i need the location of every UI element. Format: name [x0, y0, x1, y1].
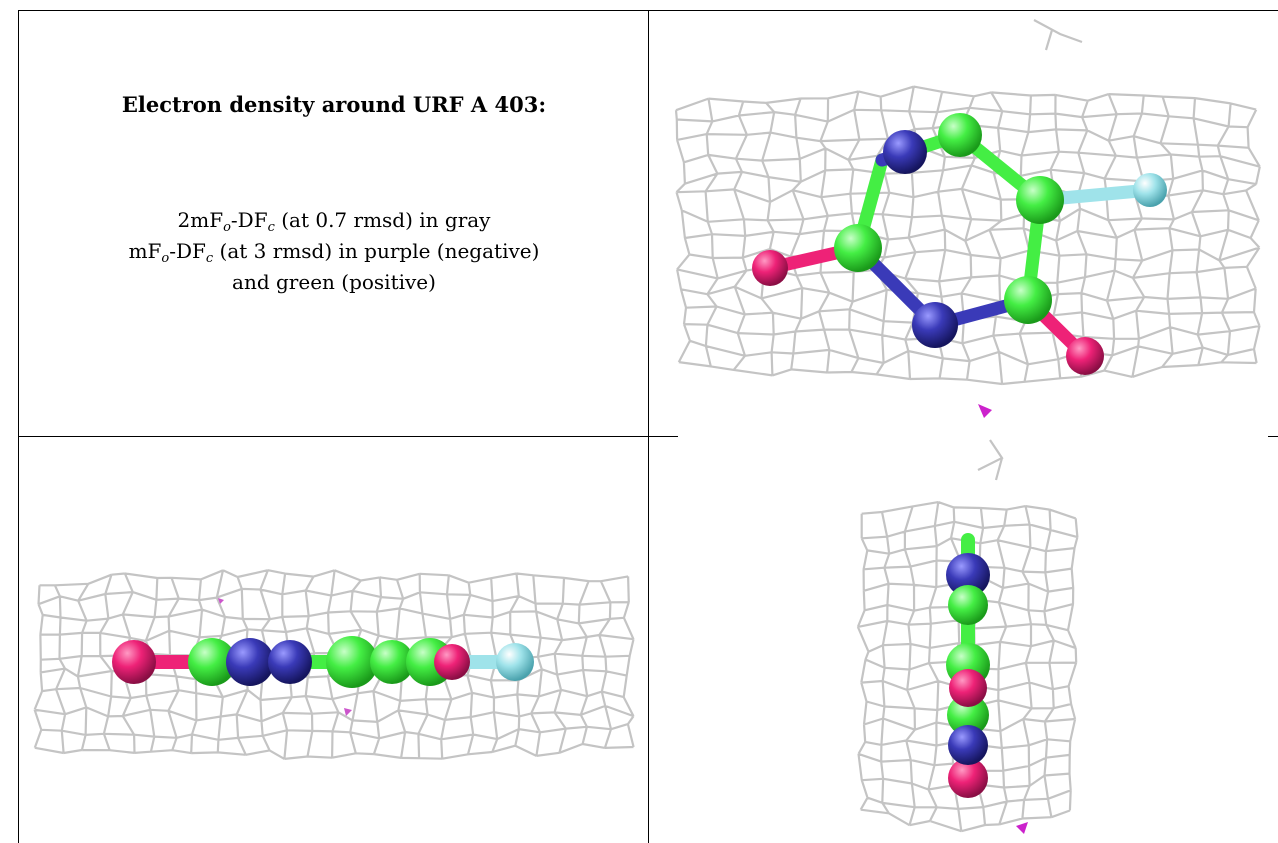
legend-line-1: 2mFo-DFc (at 0.7 rmsd) in gray — [20, 205, 648, 236]
atom-n — [948, 725, 988, 765]
legend-line-3: and green (positive) — [232, 270, 436, 294]
legend-2-sub-o: o — [161, 251, 170, 266]
atom-c — [1016, 176, 1064, 224]
atom-o — [434, 644, 470, 680]
atom-n — [883, 130, 927, 174]
atom-c — [326, 636, 378, 688]
end-view-negative-density-blob — [1016, 822, 1028, 834]
figure-title: Electron density around URF A 403: — [121, 92, 547, 117]
legend-1-sub-c: c — [267, 220, 275, 235]
top-view-panel — [674, 19, 1261, 418]
legend-2-mid: -DF — [169, 239, 206, 263]
atom-c — [948, 585, 988, 625]
atom-f — [496, 643, 534, 681]
atom-n — [912, 302, 958, 348]
atom-o — [112, 640, 156, 684]
end-view-panel — [856, 439, 1079, 834]
atom-f — [1133, 173, 1167, 207]
grid-middle-divider-left — [18, 436, 678, 437]
legend-1-mid: -DF — [230, 208, 268, 232]
atom-n — [946, 553, 990, 597]
end-view-stray-mesh — [977, 439, 1004, 481]
atom-c — [1004, 276, 1052, 324]
side-view-panel — [33, 569, 635, 760]
legend-2-sub-c: c — [205, 251, 214, 266]
atom-o — [752, 250, 788, 286]
atom-n — [226, 638, 274, 686]
atom-c — [938, 113, 982, 157]
top-view-negative-density-blob — [978, 404, 992, 418]
legend-2-suffix: (at 3 rmsd) in purple (negative) — [213, 239, 540, 263]
legend-1-suffix: (at 0.7 rmsd) in gray — [274, 208, 491, 232]
atom-o — [949, 669, 987, 707]
end-view-atoms — [946, 553, 990, 798]
grid-center-divider — [648, 10, 649, 843]
side-view-atoms — [112, 636, 534, 688]
grid-middle-divider-right — [1268, 436, 1278, 437]
atom-n — [268, 640, 312, 684]
atom-o — [1066, 337, 1104, 375]
legend-1-sub-o: o — [223, 220, 231, 235]
atom-c — [188, 638, 236, 686]
atom-c — [370, 640, 414, 684]
legend-1-prefix: 2mF — [177, 208, 224, 232]
top-view-atoms — [752, 113, 1167, 375]
atom-o — [948, 758, 988, 798]
top-view-stray-mesh — [1033, 19, 1083, 51]
legend-line-2: mFo-DFc (at 3 rmsd) in purple (negative) — [20, 236, 648, 267]
grid-left-border — [18, 10, 19, 843]
atom-c — [834, 224, 882, 272]
atom-c — [947, 694, 989, 736]
legend-2-prefix: mF — [128, 239, 162, 263]
